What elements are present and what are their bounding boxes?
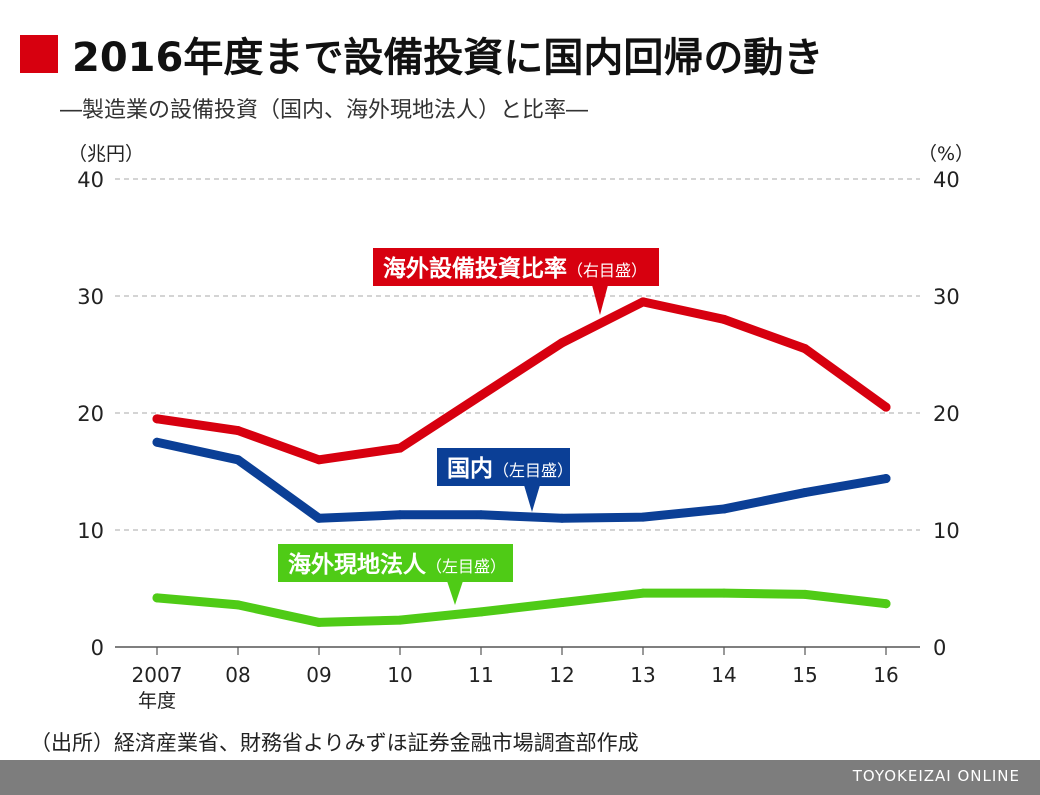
callout-pointer-ratio — [592, 285, 608, 315]
right-axis-unit: （%） — [918, 143, 974, 165]
left-tick-label: 0 — [91, 636, 104, 660]
x-tick-label: 2007 — [132, 663, 183, 687]
data-point-ratio — [233, 426, 243, 436]
x-tick-label: 10 — [387, 663, 412, 687]
series-label-ratio: 海外設備投資比率（右目盛） — [383, 255, 647, 282]
x-tick-label: 16 — [873, 663, 898, 687]
data-point-domestic — [881, 474, 891, 484]
data-point-overseas — [800, 589, 810, 599]
series-axis-note-overseas: （左目盛） — [426, 557, 506, 576]
callout-box-overseas — [278, 544, 513, 582]
axis-layer: 0 0 10 10 20 20 30 30 40 40 （兆円） （%） 2007 08 09 10 11 12 1… — [68, 143, 974, 712]
callout-layer: 海外設備投資比率（右目盛）国内（左目盛）海外現地法人（左目盛） — [278, 248, 659, 605]
x-tick-label: 14 — [711, 663, 736, 687]
data-point-ratio — [314, 455, 324, 465]
right-tick-label: 10 — [933, 519, 960, 543]
line-chart: 0 0 10 10 20 20 30 30 40 40 （兆円） （%） 2007 08 09 10 11 12 1… — [68, 143, 974, 712]
data-point-domestic — [476, 510, 486, 520]
right-tick-label: 30 — [933, 285, 960, 309]
data-point-ratio — [557, 338, 567, 348]
callout-pointer-domestic — [524, 485, 540, 512]
data-point-overseas — [476, 607, 486, 617]
data-point-overseas — [557, 598, 567, 608]
left-tick-label: 10 — [77, 519, 104, 543]
data-point-domestic — [314, 513, 324, 523]
left-tick-label: 20 — [77, 402, 104, 426]
chart-title: 2016年度まで設備投資に国内回帰の動き — [72, 35, 824, 81]
data-point-domestic — [395, 510, 405, 520]
series-axis-note-domestic: （左目盛） — [493, 461, 573, 480]
x-tick-label: 12 — [549, 663, 574, 687]
x-tick-label: 13 — [630, 663, 655, 687]
data-point-overseas — [314, 617, 324, 627]
x-axis-note: 年度 — [138, 690, 176, 712]
left-tick-label: 30 — [77, 285, 104, 309]
x-tick-label: 15 — [792, 663, 817, 687]
left-axis-unit: （兆円） — [68, 143, 144, 165]
data-point-domestic — [719, 504, 729, 514]
data-point-domestic — [800, 488, 810, 498]
callout-domestic: 国内（左目盛） — [437, 448, 573, 512]
footer-bar: TOYOKEIZAI ONLINE — [0, 760, 1040, 795]
data-point-ratio — [395, 443, 405, 453]
x-tick-label: 09 — [306, 663, 331, 687]
series-name-overseas: 海外現地法人 — [288, 551, 427, 578]
series-line-domestic — [152, 437, 891, 523]
data-point-overseas — [233, 600, 243, 610]
data-point-domestic — [152, 437, 162, 447]
series-label-domestic: 国内（左目盛） — [447, 456, 573, 482]
data-point-overseas — [719, 588, 729, 598]
data-point-ratio — [719, 314, 729, 324]
callout-box-ratio — [373, 248, 659, 286]
series-layer — [152, 297, 891, 627]
title-bar: 2016年度まで設備投資に国内回帰の動き — [20, 26, 823, 82]
x-tick-label: 08 — [225, 663, 250, 687]
data-point-domestic — [233, 455, 243, 465]
footer-brand: TOYOKEIZAI ONLINE — [852, 767, 1020, 785]
callout-overseas: 海外現地法人（左目盛） — [278, 544, 513, 605]
right-tick-label: 40 — [933, 168, 960, 192]
data-point-domestic — [557, 513, 567, 523]
data-point-overseas — [881, 599, 891, 609]
data-point-overseas — [395, 615, 405, 625]
data-point-ratio — [881, 402, 891, 412]
x-tick-label: 11 — [468, 663, 493, 687]
right-tick-label: 20 — [933, 402, 960, 426]
series-line-overseas — [152, 588, 891, 627]
grid-layer — [115, 178, 920, 531]
chart-subtitle: ―製造業の設備投資（国内、海外現地法人）と比率― — [60, 98, 589, 123]
data-point-ratio — [476, 390, 486, 400]
callout-ratio: 海外設備投資比率（右目盛） — [373, 248, 659, 315]
series-axis-note-ratio: （右目盛） — [567, 261, 647, 280]
right-tick-label: 0 — [933, 636, 946, 660]
data-point-ratio — [152, 414, 162, 424]
left-tick-label: 40 — [77, 168, 104, 192]
callout-pointer-overseas — [447, 581, 463, 605]
data-point-domestic — [638, 512, 648, 522]
data-point-ratio — [800, 344, 810, 354]
series-line-ratio — [152, 297, 891, 465]
data-point-overseas — [152, 593, 162, 603]
series-name-domestic: 国内 — [447, 456, 493, 482]
title-square-icon — [20, 35, 58, 73]
callout-box-domestic — [437, 448, 570, 486]
source-note: （出所）経済産業省、財務省よりみずほ証券金融市場調査部作成 — [30, 731, 639, 755]
data-point-overseas — [638, 588, 648, 598]
series-label-overseas: 海外現地法人（左目盛） — [288, 551, 506, 578]
series-name-ratio: 海外設備投資比率 — [383, 255, 567, 282]
data-point-ratio — [638, 297, 648, 307]
